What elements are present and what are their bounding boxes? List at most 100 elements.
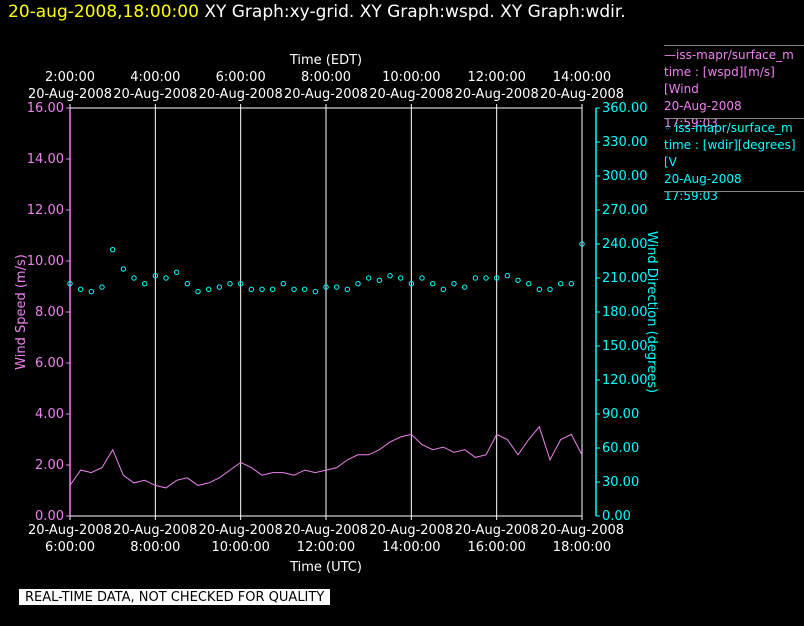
series-point-wdir <box>88 288 95 295</box>
series-point-wdir <box>259 286 265 293</box>
legend-divider-bottom <box>664 191 804 192</box>
series-point-wdir <box>216 284 223 290</box>
series-point-wdir <box>483 275 489 281</box>
right-axis-tick-label: 150.00 <box>602 339 648 354</box>
bottom-axis-tick-label: 6:00:00 <box>45 540 95 555</box>
top-axis-tick-date: 20-Aug-2008 <box>369 87 453 102</box>
series-point-wdir <box>205 286 212 293</box>
top-axis-tick-date: 20-Aug-2008 <box>199 87 283 102</box>
series-point-wdir <box>248 286 255 293</box>
series-point-wdir <box>323 284 329 290</box>
series-point-wdir <box>333 284 340 290</box>
legend-wdir-variable: time : [wdir][degrees][V <box>664 138 796 169</box>
right-axis-tick-label: 300.00 <box>602 169 648 184</box>
graph-title-wdir: XY Graph:wdir. <box>500 2 626 22</box>
top-axis-tick-date: 20-Aug-2008 <box>113 87 197 102</box>
top-axis-tick-date: 20-Aug-2008 <box>455 87 539 102</box>
left-axis-title: Wind Speed (m/s) <box>14 254 29 370</box>
top-axis-tick-label: 2:00:00 <box>45 70 95 85</box>
right-axis-tick-label: 180.00 <box>602 305 648 320</box>
right-axis-tick-label: 330.00 <box>602 135 648 150</box>
series-point-wdir <box>227 280 233 287</box>
bottom-axis-tick-label: 14:00:00 <box>382 540 440 555</box>
series-point-wdir <box>568 280 575 287</box>
series-point-wdir <box>237 280 244 287</box>
series-point-wdir <box>547 286 553 293</box>
series-point-wdir <box>312 288 319 295</box>
right-axis-tick-label: 0.00 <box>602 509 631 524</box>
right-axis-tick-label: 240.00 <box>602 237 648 252</box>
legend-divider-top <box>664 45 804 46</box>
series-point-wdir <box>536 286 543 293</box>
bottom-axis-tick-date: 20-Aug-2008 <box>199 523 283 538</box>
series-point-wdir <box>515 277 521 283</box>
bottom-axis-tick-label: 12:00:00 <box>297 540 355 555</box>
bottom-axis-tick-label: 16:00:00 <box>467 540 525 555</box>
series-point-wdir <box>355 280 361 287</box>
top-axis-tick-label: 8:00:00 <box>301 70 351 85</box>
series-point-wdir <box>408 280 415 287</box>
top-axis-tick-label: 12:00:00 <box>467 70 525 85</box>
graph-title-xy-grid: XY Graph:xy-grid. <box>204 2 355 22</box>
legend-wspd-source: —iss-mapr/surface_m <box>664 48 794 62</box>
top-axis-tick-label: 10:00:00 <box>382 70 440 85</box>
series-point-wdir <box>440 286 447 293</box>
series-point-wdir <box>387 273 393 279</box>
series-point-wdir <box>99 284 105 290</box>
left-axis-tick-label: 8.00 <box>35 305 64 320</box>
series-point-wdir <box>109 246 116 253</box>
right-axis-title: Wind Direction (degrees) <box>644 231 659 393</box>
bottom-axis-tick-label: 10:00:00 <box>211 540 269 555</box>
right-axis-tick-label: 120.00 <box>602 373 648 388</box>
header-timestamp: 20-aug-2008,18:00:00 <box>8 2 199 22</box>
series-point-wdir <box>525 280 532 287</box>
bottom-axis-tick-label: 18:00:00 <box>553 540 611 555</box>
bottom-axis-title: Time (UTC) <box>289 560 362 575</box>
top-axis-tick-date: 20-Aug-2008 <box>284 87 368 102</box>
top-axis-tick-date: 20-Aug-2008 <box>28 87 112 102</box>
right-axis-tick-label: 270.00 <box>602 203 648 218</box>
bottom-axis-tick-date: 20-Aug-2008 <box>284 523 368 538</box>
series-point-wdir <box>269 286 276 293</box>
series-point-wdir <box>419 275 425 281</box>
bottom-axis-tick-date: 20-Aug-2008 <box>540 523 624 538</box>
quality-disclaimer: REAL-TIME DATA, NOT CHECKED FOR QUALITY <box>19 589 331 605</box>
right-axis-tick-label: 30.00 <box>602 475 639 490</box>
bottom-axis-tick-label: 8:00:00 <box>130 540 180 555</box>
bottom-axis-tick-date: 20-Aug-2008 <box>455 523 539 538</box>
series-point-wdir <box>280 280 287 287</box>
series-point-wdir <box>173 269 180 276</box>
bottom-axis-tick-date: 20-Aug-2008 <box>28 523 112 538</box>
top-axis-tick-label: 6:00:00 <box>216 70 266 85</box>
bottom-axis-tick-date: 20-Aug-2008 <box>369 523 453 538</box>
series-point-wdir <box>472 275 479 281</box>
right-axis-tick-label: 360.00 <box>602 101 648 116</box>
right-axis-tick-label: 210.00 <box>602 271 648 286</box>
left-axis-tick-label: 0.00 <box>35 509 64 524</box>
series-point-wdir <box>344 286 351 293</box>
series-point-wdir <box>291 286 297 293</box>
series-point-wdir <box>77 286 84 293</box>
legend-divider-middle <box>664 118 804 119</box>
series-point-wdir <box>365 275 372 281</box>
top-axis-title: Time (EDT) <box>289 53 362 68</box>
top-axis-tick-date: 20-Aug-2008 <box>540 87 624 102</box>
series-point-wdir <box>131 275 137 281</box>
legend-wspd-time: 17:59:03 <box>664 116 718 130</box>
series-line-wspd <box>69 425 583 489</box>
series-point-wdir <box>557 280 564 287</box>
legend-wdir-source: ◦ iss-mapr/surface_m <box>664 121 793 135</box>
left-axis-tick-label: 16.00 <box>27 101 64 116</box>
left-axis-tick-label: 10.00 <box>27 254 64 269</box>
series-point-wdir <box>163 275 169 281</box>
right-axis-tick-label: 90.00 <box>602 407 639 422</box>
left-axis-tick-label: 12.00 <box>27 203 64 218</box>
series-point-wdir <box>184 280 191 287</box>
legend-wspd-variable: time : [wspd][m/s][Wind <box>664 65 775 96</box>
legend-wspd: —iss-mapr/surface_m time : [wspd][m/s][W… <box>664 47 804 132</box>
series-point-wdir <box>195 288 201 295</box>
series-point-wdir <box>579 241 585 247</box>
series-point-wdir <box>397 275 404 281</box>
legend-wdir-time: 17:59:03 <box>664 189 718 203</box>
